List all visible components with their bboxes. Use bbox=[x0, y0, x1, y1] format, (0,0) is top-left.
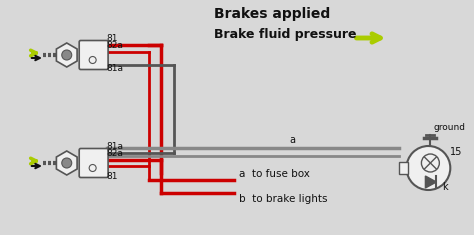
Circle shape bbox=[421, 154, 439, 172]
Polygon shape bbox=[56, 151, 77, 175]
Text: 82a: 82a bbox=[107, 149, 123, 158]
Polygon shape bbox=[425, 176, 437, 188]
FancyBboxPatch shape bbox=[79, 40, 108, 70]
Circle shape bbox=[89, 164, 96, 172]
Text: 15: 15 bbox=[450, 147, 463, 157]
Text: 81: 81 bbox=[107, 34, 118, 43]
Circle shape bbox=[89, 56, 96, 63]
Text: 82a: 82a bbox=[107, 41, 123, 50]
Text: Brake fluid pressure: Brake fluid pressure bbox=[214, 28, 357, 41]
FancyBboxPatch shape bbox=[79, 149, 108, 177]
Text: k: k bbox=[442, 182, 448, 192]
Text: Brakes applied: Brakes applied bbox=[214, 7, 330, 21]
Text: 81a: 81a bbox=[107, 64, 124, 73]
Text: 81: 81 bbox=[107, 172, 118, 181]
Circle shape bbox=[62, 50, 72, 60]
Circle shape bbox=[407, 146, 450, 190]
Text: ground: ground bbox=[433, 123, 465, 132]
Polygon shape bbox=[56, 43, 77, 67]
Text: a: a bbox=[289, 135, 295, 145]
Text: 81a: 81a bbox=[107, 142, 124, 151]
Text: b  to brake lights: b to brake lights bbox=[239, 194, 328, 204]
Text: a  to fuse box: a to fuse box bbox=[239, 169, 310, 179]
Bar bbox=[399, 162, 409, 174]
Circle shape bbox=[62, 158, 72, 168]
